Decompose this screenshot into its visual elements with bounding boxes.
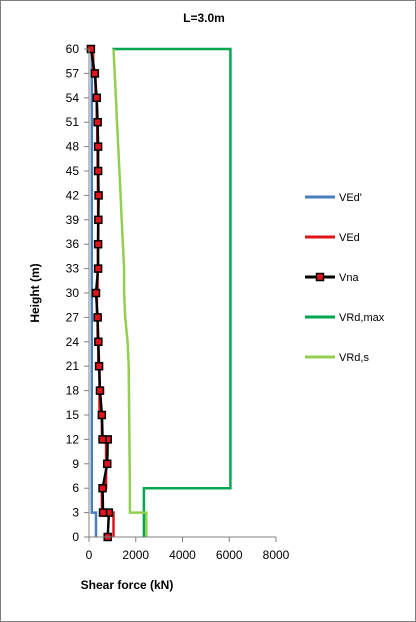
y-tick-label: 18 xyxy=(66,384,80,398)
x-axis-title: Shear force (kN) xyxy=(81,578,174,592)
series-line-vrd-max xyxy=(112,47,232,537)
y-tick-label: 33 xyxy=(66,262,80,276)
x-ticks: 0 2000 4000 6000 8000 xyxy=(86,537,290,562)
series-point-vna xyxy=(93,313,102,322)
y-tick-label: 21 xyxy=(66,359,80,373)
series-point-vna xyxy=(94,361,104,371)
series-line-ved xyxy=(90,49,98,537)
series-point-vna xyxy=(98,508,108,517)
y-tick-label: 51 xyxy=(66,115,80,129)
y-tick-label: 9 xyxy=(72,457,79,471)
series-point-vna xyxy=(91,288,101,298)
y-tick-label: 15 xyxy=(66,408,80,422)
series-point-vna xyxy=(98,483,107,493)
y-tick-label: 57 xyxy=(66,66,80,80)
series-point-vna xyxy=(94,191,103,200)
y-tick-label: 27 xyxy=(66,310,80,324)
y-tick-label: 6 xyxy=(72,481,79,495)
series-point-vna xyxy=(93,117,102,127)
y-tick-label: 24 xyxy=(66,335,80,349)
legend-label-ved: VEd xyxy=(339,232,360,244)
series-point-vna xyxy=(93,142,103,151)
series-line-vrd-s xyxy=(112,48,148,537)
series-point-vna xyxy=(95,386,105,395)
legend: VEd' VEd Vna VRd,max VRd,s xyxy=(305,192,385,364)
series-point-vna xyxy=(93,264,103,273)
y-axis-title: Height (m) xyxy=(28,263,42,322)
x-tick-label: 0 xyxy=(86,548,93,562)
x-tick-label: 8000 xyxy=(263,548,290,562)
legend-label-vrd-s: VRd,s xyxy=(339,352,369,364)
series-point-vna xyxy=(98,435,107,444)
series-point-vna xyxy=(97,410,107,420)
series-point-vna xyxy=(92,93,101,103)
y-tick-label: 36 xyxy=(66,237,80,251)
series-point-vna xyxy=(90,69,100,78)
y-tick-label: 54 xyxy=(66,91,80,105)
y-tick-label: 39 xyxy=(66,213,80,227)
plot-area xyxy=(86,44,232,542)
y-tick-label: 60 xyxy=(66,42,80,56)
y-tick-label: 3 xyxy=(72,506,79,520)
y-tick-label: 30 xyxy=(66,286,80,300)
x-tick-label: 2000 xyxy=(122,548,149,562)
legend-label-vrd-max: VRd,max xyxy=(339,312,385,324)
y-tick-label: 42 xyxy=(66,188,80,202)
legend-label-vna: Vna xyxy=(339,272,359,284)
legend-marker-vna xyxy=(315,272,325,282)
series-point-vna xyxy=(93,166,103,176)
series-point-vna xyxy=(94,215,103,225)
legend-label-ved: VEd' xyxy=(339,192,362,204)
x-tick-label: 4000 xyxy=(169,548,196,562)
series-point-vna xyxy=(93,239,103,249)
y-tick-label: 48 xyxy=(66,140,80,154)
chart-title: L=3.0m xyxy=(183,11,225,25)
x-tick-label: 6000 xyxy=(216,548,243,562)
y-tick-label: 0 xyxy=(72,530,79,544)
y-tick-label: 12 xyxy=(66,432,80,446)
series-point-vna xyxy=(102,459,112,469)
y-tick-label: 45 xyxy=(66,164,80,178)
series-point-vna xyxy=(94,337,103,347)
